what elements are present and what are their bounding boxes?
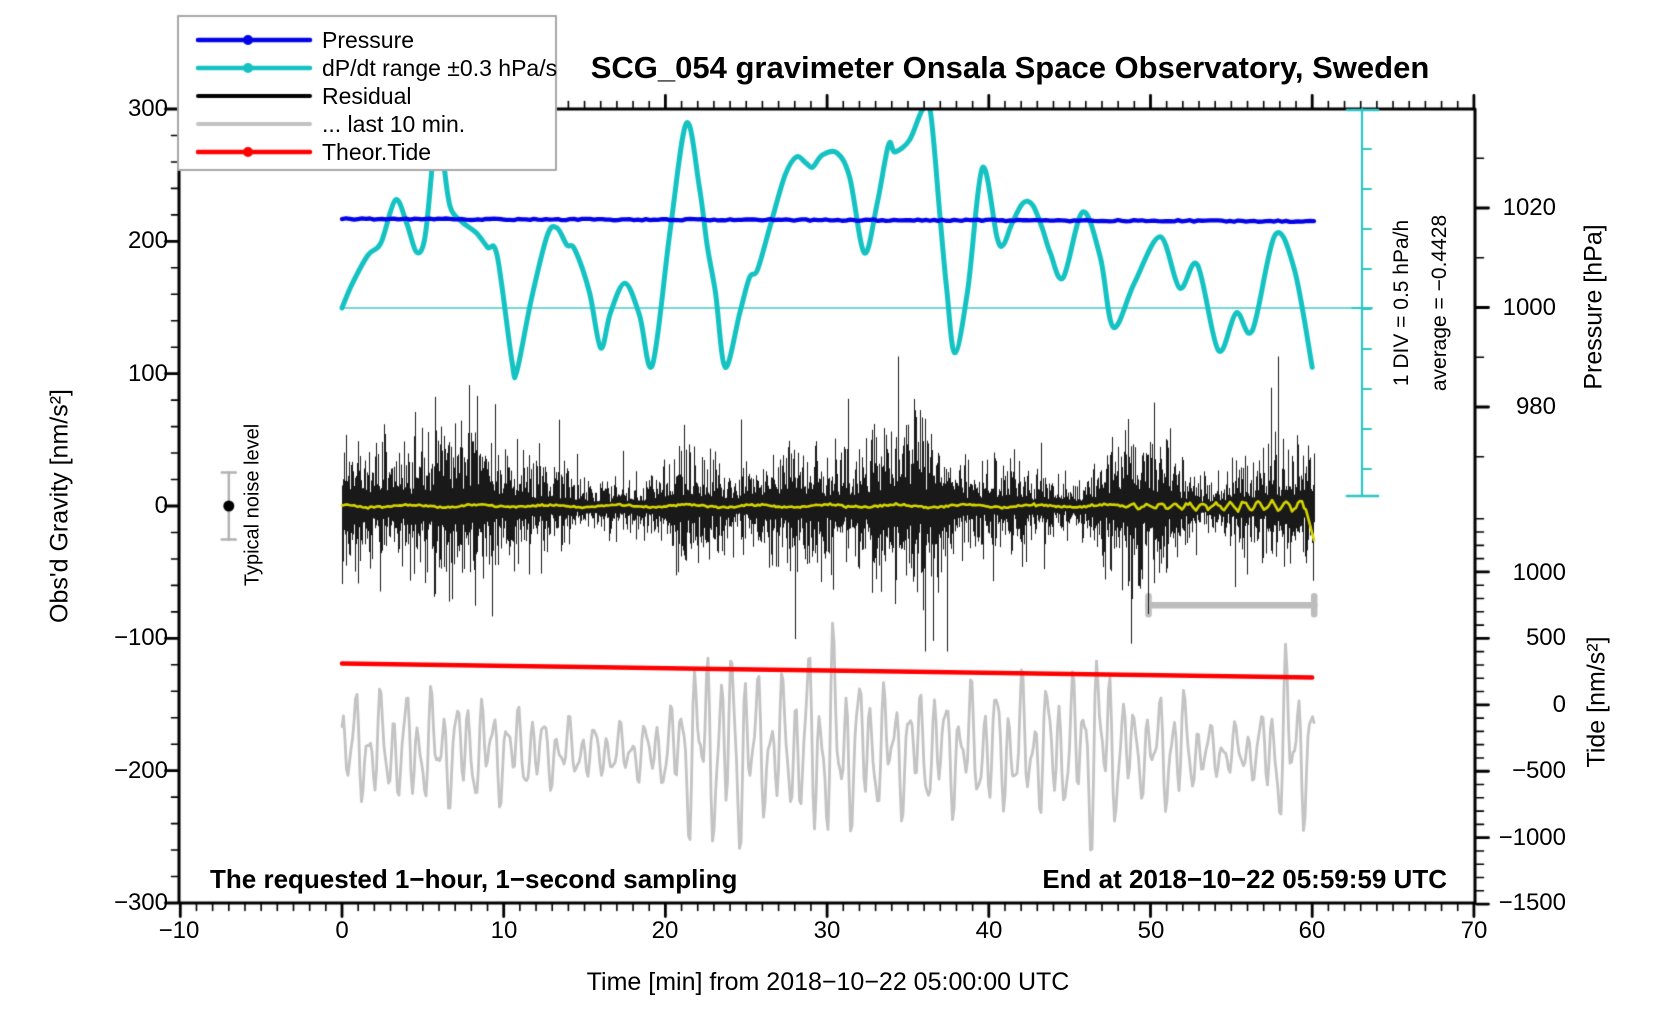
x-tick-50: 50 [1137,917,1165,944]
tide-tick-neg500: −500 [1511,757,1566,784]
average-label: average = −0.4428 [1428,214,1451,392]
x-axis-title: Time [min] from 2018−10−22 05:00:00 UTC [586,968,1070,996]
pressure-axis-label: Pressure [hPa] [1579,224,1608,390]
x-tick-20: 20 [651,917,679,944]
tide-tick-neg1000: −1000 [1498,824,1566,851]
x-tick-60: 60 [1298,917,1326,944]
legend-item-pressure: Pressure [322,27,415,53]
legend-item-residual: Residual [322,83,412,109]
pressure-tick-980: 980 [1515,393,1556,420]
gravity-tick-300: 300 [127,95,168,122]
tide-tick-0: 0 [1552,691,1566,718]
gravity-tick-neg100: −100 [113,624,168,651]
gravity-tick-0: 0 [154,492,168,519]
gravity-tick-100: 100 [127,360,168,387]
end-time-note: End at 2018−10−22 05:59:59 UTC [1042,864,1447,894]
div-scale-label: 1 DIV = 0.5 hPa/h [1390,219,1413,387]
tide-axis-label: Tide [nm/s²] [1582,636,1611,768]
x-tick-30: 30 [813,917,841,944]
x-tick-10: 10 [490,917,518,944]
x-tick-0: 0 [335,917,349,944]
x-tick-70: 70 [1460,917,1488,944]
tide-tick-500: 500 [1525,624,1566,651]
chart-title: SCG_054 gravimeter Onsala Space Observat… [590,50,1430,85]
gravity-tick-200: 200 [127,227,168,254]
gravity-tick-neg300: −300 [113,889,168,916]
x-tick-40: 40 [975,917,1003,944]
pressure-tick-1020: 1020 [1502,194,1556,221]
pressure-tick-1000: 1000 [1502,294,1556,321]
x-tick-neg10: −10 [158,917,200,944]
noise-level-label: Typical noise level [241,423,264,587]
legend-item-theortide: Theor.Tide [322,139,432,165]
sampling-note: The requested 1−hour, 1−second sampling [210,864,738,894]
legend-item-last10: ... last 10 min. [322,111,466,137]
gravity-tick-neg200: −200 [113,757,168,784]
tide-tick-neg1500: −1500 [1498,889,1566,916]
gravity-axis-label: Obs'd Gravity [nm/s²] [45,389,74,623]
tide-tick-1000: 1000 [1512,559,1566,586]
legend-item-dpdt: dP/dt range ±0.3 hPa/s [322,55,558,81]
